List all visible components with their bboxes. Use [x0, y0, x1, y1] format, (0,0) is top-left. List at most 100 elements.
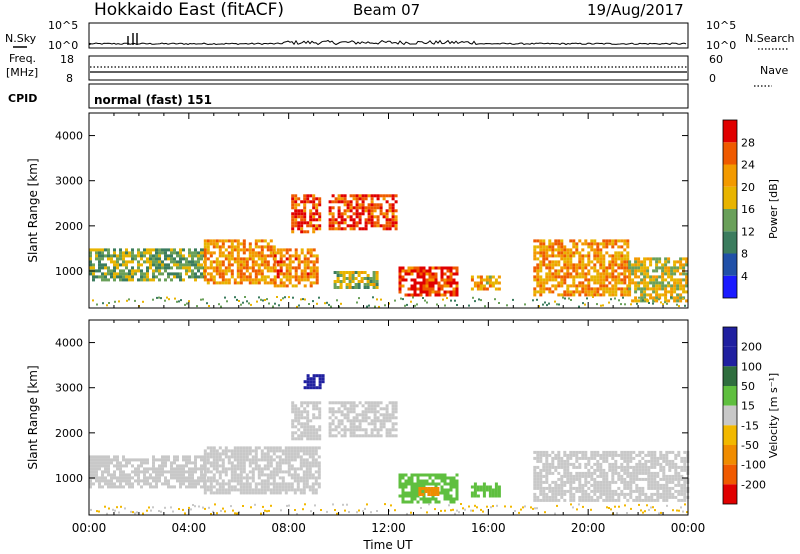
data-cell [128, 479, 131, 483]
data-cell [116, 257, 119, 261]
data-cell [413, 293, 417, 297]
data-cell [260, 239, 264, 243]
data-cell [236, 479, 240, 483]
data-cell [643, 281, 647, 285]
data-cell [158, 269, 161, 273]
data-cell [570, 503, 572, 506]
data-cell [273, 284, 277, 288]
data-cell [581, 254, 585, 258]
data-cell [602, 257, 606, 261]
data-cell [294, 437, 298, 441]
data-cell [647, 498, 651, 502]
data-cell [643, 275, 647, 279]
data-cell [617, 254, 621, 258]
data-cell [245, 446, 249, 450]
data-cell [337, 224, 341, 228]
data-cell [263, 263, 267, 267]
data-cell [200, 266, 203, 270]
data-cell [279, 281, 283, 285]
data-cell [92, 467, 95, 471]
data-cell [652, 290, 656, 294]
data-cell [581, 483, 585, 487]
data-cell [104, 455, 107, 459]
data-cell [224, 248, 228, 252]
data-cell [575, 474, 579, 478]
data-cell [542, 254, 546, 258]
data-cell [303, 278, 307, 282]
data-cell [212, 260, 216, 264]
data-cell [236, 248, 240, 252]
data-cell [632, 477, 636, 481]
data-cell [419, 266, 423, 270]
data-cell [674, 462, 678, 466]
data-cell [560, 477, 564, 481]
data-cell [297, 215, 301, 219]
data-cell [158, 254, 161, 258]
data-cell [671, 477, 675, 481]
data-cell [254, 242, 258, 246]
data-cell [351, 271, 355, 274]
data-cell [668, 477, 672, 481]
data-cell [158, 296, 160, 299]
data-cell [584, 263, 588, 267]
data-cell [302, 476, 306, 480]
data-cell [314, 479, 318, 483]
data-cell [653, 486, 657, 490]
data-cell [626, 260, 630, 264]
data-cell [203, 464, 207, 468]
data-cell [572, 293, 576, 297]
data-cell [89, 251, 92, 255]
data-cell [602, 263, 606, 267]
data-cell [554, 278, 558, 282]
data-cell [293, 449, 297, 453]
data-cell [623, 293, 627, 297]
data-cell [661, 263, 665, 267]
data-cell [236, 239, 240, 243]
data-cell [668, 492, 672, 496]
data-cell [291, 266, 295, 270]
data-cell [533, 480, 537, 484]
data-cell [263, 491, 267, 495]
data-cell [245, 485, 249, 489]
data-cell [653, 471, 657, 475]
data-cell [635, 453, 639, 457]
data-cell [164, 248, 167, 252]
data-cell [539, 263, 543, 267]
data-cell [434, 272, 438, 276]
data-cell [587, 263, 591, 267]
data-cell [584, 290, 588, 294]
data-cell [440, 473, 444, 477]
data-cell [533, 293, 537, 297]
data-cell [113, 458, 116, 462]
data-cell [542, 453, 546, 457]
data-cell [608, 239, 612, 243]
data-cell [311, 473, 315, 477]
data-cell [631, 266, 635, 270]
data-cell [602, 293, 606, 297]
data-cell [596, 281, 600, 285]
data-cell [306, 272, 310, 276]
data-cell [358, 419, 362, 423]
data-cell [268, 509, 270, 512]
colorbar-swatch [723, 346, 737, 367]
data-cell [476, 488, 480, 492]
data-cell [560, 248, 564, 252]
data-cell [296, 513, 298, 515]
data-cell [545, 468, 549, 472]
data-cell [302, 446, 306, 450]
data-cell [646, 504, 648, 507]
data-cell [288, 254, 292, 258]
data-cell [482, 278, 486, 282]
data-cell [584, 471, 588, 475]
data-cell [178, 300, 180, 303]
data-cell [155, 479, 158, 483]
data-cell [614, 257, 618, 261]
data-cell [315, 278, 319, 282]
data-cell [300, 404, 304, 408]
data-cell [557, 281, 561, 285]
data-cell [137, 263, 140, 267]
data-cell [134, 479, 137, 483]
data-cell [257, 482, 261, 486]
data-cell [282, 284, 286, 288]
data-cell [346, 503, 348, 506]
